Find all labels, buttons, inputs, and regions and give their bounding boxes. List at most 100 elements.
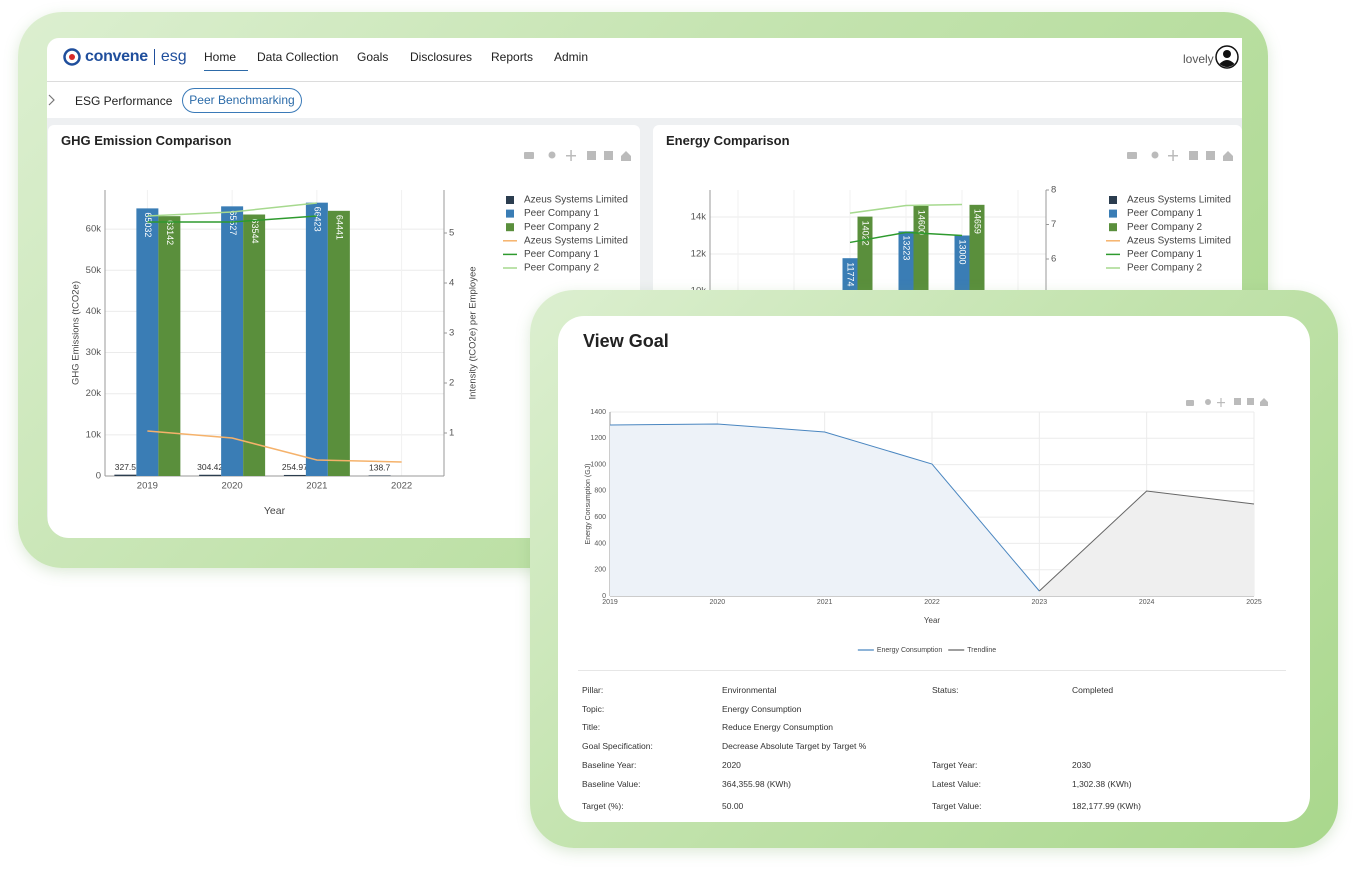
detail-label: Pillar: bbox=[582, 685, 604, 695]
bar bbox=[305, 202, 328, 477]
legend-label[interactable]: Peer Company 2 bbox=[524, 222, 599, 233]
bar bbox=[368, 475, 391, 476]
logo-suffix: esg bbox=[153, 49, 187, 65]
nav-item[interactable]: Disclosures bbox=[410, 50, 473, 64]
y-tick-label: 200 bbox=[594, 567, 606, 574]
detail-value: 364,355.98 (KWh) bbox=[722, 779, 791, 789]
x-axis-title: Year bbox=[924, 616, 941, 625]
y-tick-label: 800 bbox=[594, 488, 606, 495]
detail-value: 50.00 bbox=[722, 801, 744, 811]
legend-label[interactable]: Peer Company 2 bbox=[524, 263, 599, 274]
legend-label[interactable]: Azeus Systems Limited bbox=[524, 195, 628, 206]
card-title: Energy Comparison bbox=[666, 133, 790, 148]
detail-value: Reduce Energy Consumption bbox=[722, 722, 834, 732]
y-tick-label: 400 bbox=[594, 540, 606, 547]
bar bbox=[327, 210, 350, 476]
bar-label: 13000 bbox=[958, 240, 968, 265]
toolbar[interactable] bbox=[1127, 150, 1233, 161]
bar-label: 138.7 bbox=[369, 463, 391, 473]
line bbox=[609, 423, 1040, 592]
nav-item[interactable]: Home bbox=[204, 50, 249, 71]
legend-swatch bbox=[506, 209, 514, 218]
legend-swatch bbox=[1109, 209, 1117, 218]
detail-label: Target Year: bbox=[932, 760, 978, 770]
line bbox=[147, 215, 317, 223]
legend-label[interactable]: Peer Company 1 bbox=[524, 208, 599, 219]
x-tick-label: 2021 bbox=[306, 481, 327, 492]
goal-card: View Goal 0 200 400 600 800 1000 1200 1400 2019 2… bbox=[558, 316, 1310, 822]
nav-item[interactable]: Data Collection bbox=[257, 50, 339, 64]
bar-label: 13223 bbox=[902, 235, 912, 260]
area bbox=[610, 423, 1040, 596]
legend-label[interactable]: Trendline bbox=[967, 647, 996, 654]
legend-label[interactable]: Peer Company 2 bbox=[1127, 263, 1202, 274]
avatar[interactable] bbox=[1215, 45, 1239, 69]
bar bbox=[158, 216, 181, 476]
legend-label[interactable]: Peer Company 1 bbox=[1127, 208, 1202, 219]
x-tick-label: 2025 bbox=[1246, 599, 1262, 606]
detail-value: 2030 bbox=[1072, 760, 1091, 770]
detail-label: Latest Value: bbox=[932, 779, 981, 789]
y-tick-label: 1200 bbox=[590, 435, 606, 442]
detail-label: Target Value: bbox=[932, 801, 982, 811]
y-tick-label: 1000 bbox=[590, 461, 606, 468]
bar-label: 14600 bbox=[917, 210, 927, 235]
tab[interactable]: ESG Performance bbox=[75, 94, 173, 108]
detail-value: 1,302.38 (KWh) bbox=[1072, 779, 1132, 789]
y-tick-label: 0 bbox=[96, 471, 101, 482]
x-axis-title: Year bbox=[264, 505, 286, 517]
legend-label[interactable]: Azeus Systems Limited bbox=[1127, 195, 1231, 206]
legend-label[interactable]: Azeus Systems Limited bbox=[524, 235, 628, 246]
logo[interactable]: convene esg bbox=[63, 47, 187, 67]
legend-swatch bbox=[1109, 223, 1117, 232]
y2-tick-label: 2 bbox=[449, 378, 454, 389]
y-tick-label: 14k bbox=[691, 212, 707, 223]
y-tick-label: 1400 bbox=[590, 409, 606, 416]
y2-tick-label: 6 bbox=[1051, 254, 1056, 265]
y-tick-label: 20k bbox=[86, 388, 102, 399]
legend-swatch bbox=[506, 223, 514, 232]
user-name[interactable]: lovely bbox=[1183, 52, 1214, 66]
chevron[interactable] bbox=[47, 94, 57, 106]
x-tick-label: 2022 bbox=[391, 481, 412, 492]
y-tick-label: 12k bbox=[691, 249, 707, 260]
x-tick-label: 2019 bbox=[137, 481, 158, 492]
detail-value: 182,177.99 (KWh) bbox=[1072, 801, 1141, 811]
bar-label: 14022 bbox=[861, 221, 871, 246]
bar bbox=[283, 474, 306, 476]
nav-item[interactable]: Goals bbox=[357, 50, 389, 64]
x-tick-label: 2019 bbox=[602, 599, 618, 606]
tab-bar: ESG Performance Peer Benchmarking bbox=[47, 82, 1242, 118]
legend-label[interactable]: Peer Company 1 bbox=[524, 249, 599, 260]
detail-label: Status: bbox=[932, 685, 959, 695]
detail-value: Environmental bbox=[722, 685, 777, 695]
detail-label: Title: bbox=[582, 722, 601, 732]
x-tick-label: 2020 bbox=[710, 599, 726, 606]
legend-swatch bbox=[1109, 196, 1117, 204]
x-tick-label: 2021 bbox=[817, 599, 833, 606]
y-tick-label: 40k bbox=[86, 306, 102, 317]
x-tick-label: 2023 bbox=[1032, 599, 1048, 606]
bar-label: 254.97 bbox=[282, 462, 308, 472]
detail-label: Goal Specification: bbox=[582, 741, 653, 751]
chart: 0 200 400 600 800 1000 1200 1400 2019 2020 2021 202… bbox=[585, 398, 1268, 654]
tab-active[interactable]: Peer Benchmarking bbox=[182, 88, 302, 113]
legend-swatch bbox=[506, 196, 514, 204]
toolbar[interactable] bbox=[524, 150, 631, 161]
detail-label: Baseline Year: bbox=[582, 760, 637, 770]
bar-label: 63142 bbox=[165, 220, 175, 245]
legend-label[interactable]: Peer Company 2 bbox=[1127, 222, 1202, 233]
y2-tick-label: 8 bbox=[1051, 185, 1056, 196]
bar-label: 65527 bbox=[228, 210, 238, 235]
toolbar[interactable] bbox=[1186, 398, 1268, 407]
nav-item[interactable]: Admin bbox=[554, 50, 589, 64]
detail-value: 2020 bbox=[722, 760, 741, 770]
bar bbox=[199, 474, 222, 476]
logo-icon bbox=[63, 48, 81, 66]
legend-label[interactable]: Peer Company 1 bbox=[1127, 249, 1202, 260]
legend-label[interactable]: Energy Consumption bbox=[877, 647, 942, 654]
legend-label[interactable]: Azeus Systems Limited bbox=[1127, 235, 1231, 246]
chart: 0 10k 20k 30k 40k 50k 60k 1 2 3 4 5 2019 2020 2021 2022… bbox=[71, 150, 631, 517]
y-tick-label: 10k bbox=[86, 429, 102, 440]
nav-item[interactable]: Reports bbox=[491, 50, 534, 64]
